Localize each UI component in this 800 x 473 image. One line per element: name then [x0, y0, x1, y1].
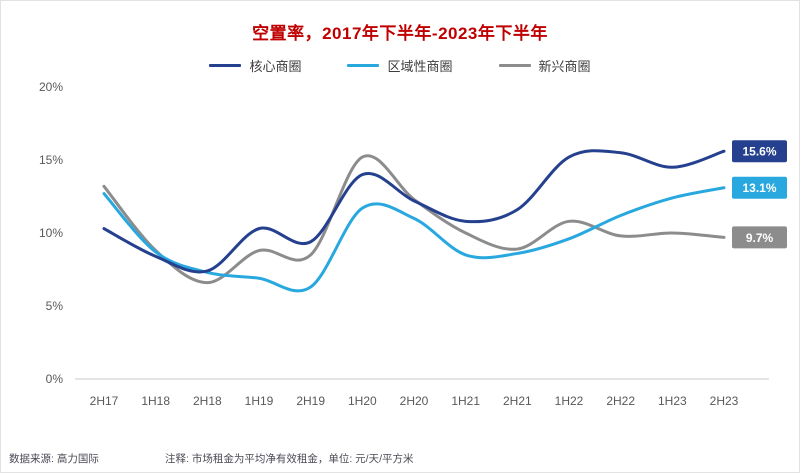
- svg-text:9.7%: 9.7%: [746, 231, 774, 245]
- x-tick-label: 2H21: [503, 394, 532, 408]
- series-line-2: [102, 154, 726, 285]
- x-tick-label: 2H17: [90, 394, 119, 408]
- end-value-badge-1: 13.1%: [732, 176, 787, 199]
- x-tick-label: 1H23: [658, 394, 687, 408]
- legend-item-regional: 区域性商圈: [347, 56, 453, 75]
- legend-marker-core-icon: [209, 64, 242, 67]
- series-line-1: [102, 186, 726, 293]
- legend-marker-regional-icon: [347, 64, 380, 67]
- x-tick-label: 2H19: [296, 394, 325, 408]
- legend-item-emerging: 新兴商圈: [498, 56, 591, 75]
- legend-marker-emerging-icon: [498, 64, 531, 67]
- x-tick-label: 1H21: [451, 394, 480, 408]
- y-tick-label: 0%: [46, 372, 64, 386]
- chart-title: 空置率，2017年下半年-2023年下半年: [252, 24, 548, 43]
- legend-label-emerging: 新兴商圈: [538, 59, 591, 74]
- legend-label-regional: 区域性商圈: [387, 59, 453, 74]
- svg-text:13.1%: 13.1%: [742, 181, 776, 195]
- legend-item-core: 核心商圈: [209, 56, 301, 75]
- y-tick-label: 5%: [46, 299, 64, 313]
- end-value-badge-0: 15.6%: [732, 140, 787, 163]
- legend-label-core: 核心商圈: [249, 59, 302, 74]
- x-tick-label: 2H18: [193, 394, 222, 408]
- vacancy-line-chart: 0% 5% 10% 15% 20% 2H17 1H18 2H18 1H19 2H19 1H20 2H2…: [39, 80, 787, 408]
- svg-text:15.6%: 15.6%: [742, 145, 776, 159]
- chart-legend: 核心商圈 区域性商圈 新兴商圈: [1, 56, 799, 75]
- x-tick-label: 1H20: [348, 394, 377, 408]
- x-tick-label: 2H22: [606, 394, 635, 408]
- y-tick-label: 15%: [39, 153, 63, 167]
- x-tick-label: 2H23: [710, 394, 739, 408]
- x-tick-label: 1H22: [555, 394, 584, 408]
- y-tick-label: 20%: [39, 80, 63, 94]
- x-tick-label: 1H18: [141, 394, 170, 408]
- end-value-badge-2: 9.7%: [732, 226, 787, 249]
- series-line-0: [102, 149, 726, 274]
- y-tick-label: 10%: [39, 226, 63, 240]
- annotation-note: 注释: 市场租金为平均净有效租金，单位: 元/天/平方米: [165, 453, 414, 465]
- x-tick-label: 2H20: [400, 394, 429, 408]
- x-tick-label: 1H19: [245, 394, 274, 408]
- data-source-note: 数据来源: 高力国际: [9, 453, 99, 465]
